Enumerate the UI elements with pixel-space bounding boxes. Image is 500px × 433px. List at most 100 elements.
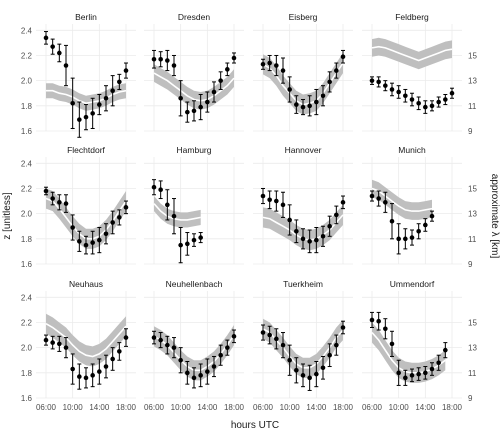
data-point: [191, 375, 197, 381]
data-point: [90, 111, 95, 116]
x-tick-label: 10:00: [280, 403, 301, 412]
panel-title: Hannover: [285, 145, 322, 155]
panel-title: Flechtdorf: [67, 145, 105, 155]
data-point: [97, 237, 102, 243]
data-point: [260, 330, 266, 335]
panel-hamburg: Hamburg: [144, 145, 244, 265]
x-tick-label: 10:00: [171, 403, 192, 412]
data-point: [300, 373, 306, 378]
data-point: [294, 368, 299, 373]
data-point: [287, 217, 292, 223]
data-point: [340, 54, 346, 60]
data-point: [274, 63, 279, 68]
data-point: [403, 93, 408, 99]
data-point: [198, 235, 203, 240]
data-point: [320, 93, 326, 99]
ribbon-band: [372, 179, 432, 220]
data-point: [429, 213, 435, 219]
data-point: [416, 101, 421, 106]
data-point: [396, 370, 401, 376]
data-point: [436, 99, 441, 105]
data-point: [307, 239, 312, 244]
ribbon-center-line: [153, 203, 201, 221]
data-point: [443, 97, 448, 102]
panel-title: Eisberg: [289, 12, 318, 22]
x-tick-label: 06:00: [253, 403, 274, 412]
y2-tick-label: 11: [468, 369, 477, 378]
data-point: [178, 242, 183, 248]
data-point: [185, 370, 190, 376]
x-tick-label: 14:00: [306, 403, 327, 412]
data-point: [225, 345, 230, 350]
data-point: [117, 215, 122, 220]
data-point: [103, 95, 109, 101]
data-point: [171, 63, 177, 68]
data-point: [327, 79, 332, 85]
data-point: [158, 187, 163, 193]
data-point: [307, 375, 312, 381]
data-point: [423, 222, 428, 228]
data-point: [178, 95, 183, 101]
data-point: [260, 193, 266, 199]
data-point: [211, 89, 217, 95]
data-point: [171, 213, 177, 219]
data-point: [280, 68, 286, 73]
data-point: [376, 318, 381, 324]
y-tick-label: 1.8: [21, 102, 33, 111]
y2-tick-label: 11: [468, 235, 477, 244]
y-tick-label: 2.0: [21, 210, 33, 219]
data-point: [43, 35, 49, 41]
data-point: [416, 371, 421, 377]
data-point: [300, 236, 306, 242]
x-tick-label: 06:00: [36, 403, 57, 412]
data-point: [314, 371, 319, 377]
data-point: [43, 188, 49, 194]
x-tick-label: 18:00: [116, 403, 137, 412]
x-tick-label: 14:00: [89, 403, 110, 412]
ribbon-band: [46, 313, 126, 367]
data-point: [274, 336, 279, 342]
panel-title: Hamburg: [177, 145, 212, 155]
data-point: [383, 83, 388, 88]
y-tick-label: 1.6: [21, 394, 33, 403]
y2-tick-label: 15: [468, 51, 477, 60]
data-point: [429, 103, 435, 109]
data-point: [211, 364, 217, 369]
panel-title: Berlin: [75, 12, 97, 22]
panel-feldberg: Feldberg 9 11 13 15: [362, 12, 477, 136]
data-point: [320, 234, 326, 239]
ribbon-center-line: [371, 187, 433, 212]
x-tick-label: 10:00: [389, 403, 410, 412]
y2-tick-label: 11: [468, 102, 477, 111]
data-point: [198, 373, 203, 378]
data-point: [369, 78, 375, 83]
data-point: [171, 345, 177, 350]
data-point: [123, 68, 129, 73]
y2-tick-label: 9: [468, 127, 473, 136]
data-point: [50, 196, 55, 201]
panel-title: Neuhellenbach: [166, 279, 223, 289]
data-point: [185, 241, 190, 247]
data-point: [340, 200, 346, 205]
data-point: [103, 364, 109, 369]
data-point: [97, 102, 102, 107]
data-point: [327, 352, 332, 358]
data-point: [389, 87, 395, 92]
data-point: [389, 341, 395, 347]
y-axis-title: z [unitless]: [2, 192, 13, 239]
data-point: [287, 357, 292, 363]
y-tick-label: 2.4: [21, 159, 33, 168]
y2-tick-label: 13: [468, 77, 477, 86]
data-point: [409, 235, 415, 240]
data-point: [63, 63, 69, 68]
data-point: [50, 340, 55, 345]
data-point: [198, 104, 203, 110]
y-tick-label: 2.2: [21, 184, 33, 193]
panel-neuhellenbach: Neuhellenbach 06:00 10:00 14:00 18:00: [144, 279, 245, 412]
data-point: [267, 197, 272, 203]
data-point: [165, 58, 170, 63]
data-point: [77, 117, 82, 122]
data-point: [334, 212, 339, 218]
data-point: [274, 198, 279, 204]
data-point: [369, 317, 375, 323]
